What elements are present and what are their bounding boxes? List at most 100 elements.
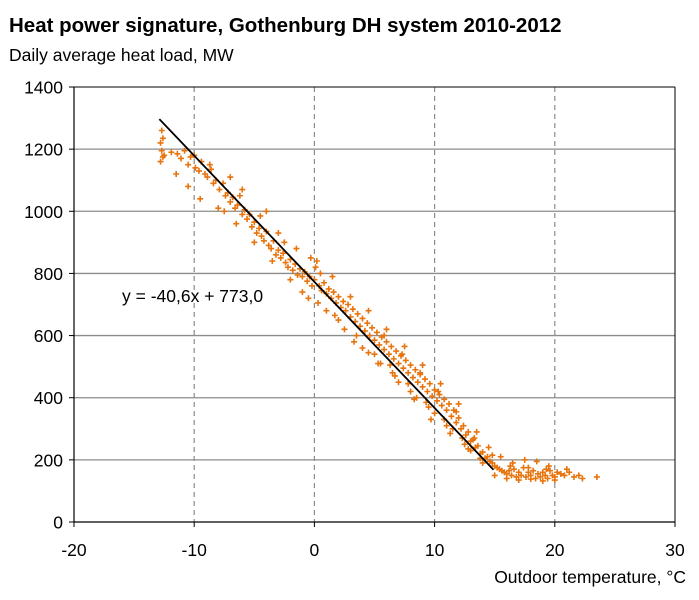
data-point [465, 445, 472, 452]
data-point [196, 167, 203, 174]
data-point [436, 391, 443, 398]
data-point [312, 264, 319, 271]
data-point [424, 388, 431, 395]
data-point [434, 397, 441, 404]
data-point [206, 161, 213, 168]
data-point [275, 247, 282, 254]
data-point [304, 278, 311, 285]
data-point [518, 472, 525, 479]
data-point [405, 380, 412, 387]
data-point [544, 475, 551, 482]
data-point [465, 428, 472, 435]
data-point [281, 239, 288, 246]
data-point [381, 332, 388, 339]
data-point [521, 456, 528, 463]
data-point [158, 127, 165, 134]
data-point [161, 152, 168, 159]
data-point [251, 239, 258, 246]
data-point [388, 343, 395, 350]
data-point [157, 158, 164, 165]
data-point [491, 472, 498, 479]
data-point [299, 289, 306, 296]
data-point [461, 441, 468, 448]
data-point [341, 326, 348, 333]
data-point [272, 251, 279, 258]
data-point [566, 469, 573, 476]
x-tick-label: -10 [182, 540, 208, 560]
data-point [391, 372, 398, 379]
data-point [381, 346, 388, 353]
data-point [325, 285, 332, 292]
data-point [330, 289, 337, 296]
data-point [233, 220, 240, 227]
data-point [455, 414, 462, 421]
data-point [158, 147, 165, 154]
data-point [359, 315, 366, 322]
data-point [313, 258, 320, 264]
data-point [357, 323, 364, 330]
data-point [453, 419, 460, 426]
data-point [412, 366, 419, 373]
trendline [158, 118, 495, 471]
data-point [435, 388, 442, 395]
y-tick-label: 600 [34, 326, 63, 346]
data-point [515, 477, 522, 484]
data-point [284, 264, 291, 271]
data-points [157, 127, 600, 484]
data-point [253, 230, 260, 237]
data-point [385, 351, 392, 358]
data-point [275, 230, 282, 237]
data-point [543, 466, 550, 473]
data-point [351, 338, 358, 345]
data-point [329, 273, 336, 280]
data-point [546, 467, 553, 474]
data-point [308, 282, 315, 289]
data-point [429, 393, 436, 400]
data-point [395, 360, 402, 367]
data-point [530, 467, 537, 474]
data-point [425, 404, 432, 411]
data-point [197, 195, 204, 202]
data-point [287, 276, 294, 283]
data-point [539, 469, 546, 476]
data-point [400, 365, 407, 372]
y-tick-label: 800 [34, 264, 63, 284]
data-point [221, 208, 228, 215]
data-point [411, 396, 418, 403]
data-point [359, 345, 366, 351]
data-point [557, 470, 564, 477]
data-point [419, 383, 426, 390]
x-tick-label: 0 [310, 540, 320, 560]
data-point [506, 467, 513, 474]
data-point [364, 320, 371, 327]
data-point [317, 270, 324, 277]
data-point [263, 208, 270, 215]
data-point [389, 369, 396, 376]
data-point [323, 307, 330, 314]
data-point [282, 259, 289, 266]
data-point [376, 341, 383, 348]
data-point [222, 192, 229, 199]
data-point [232, 205, 239, 212]
data-point [471, 435, 478, 442]
data-point [210, 180, 217, 187]
data-point [321, 279, 328, 286]
data-point [513, 473, 520, 480]
data-point [441, 396, 448, 403]
data-point [474, 442, 481, 449]
data-point [534, 470, 541, 477]
data-point [575, 472, 582, 479]
data-point [347, 293, 354, 300]
data-point [455, 400, 462, 407]
data-point [431, 386, 438, 393]
data-point [227, 174, 234, 181]
data-point [239, 186, 246, 193]
data-point [443, 407, 450, 414]
data-point [369, 324, 376, 331]
data-point [510, 466, 517, 473]
data-point [453, 408, 460, 415]
data-point [277, 254, 284, 261]
data-point [485, 444, 492, 451]
data-point [503, 475, 510, 482]
data-point [407, 362, 414, 369]
